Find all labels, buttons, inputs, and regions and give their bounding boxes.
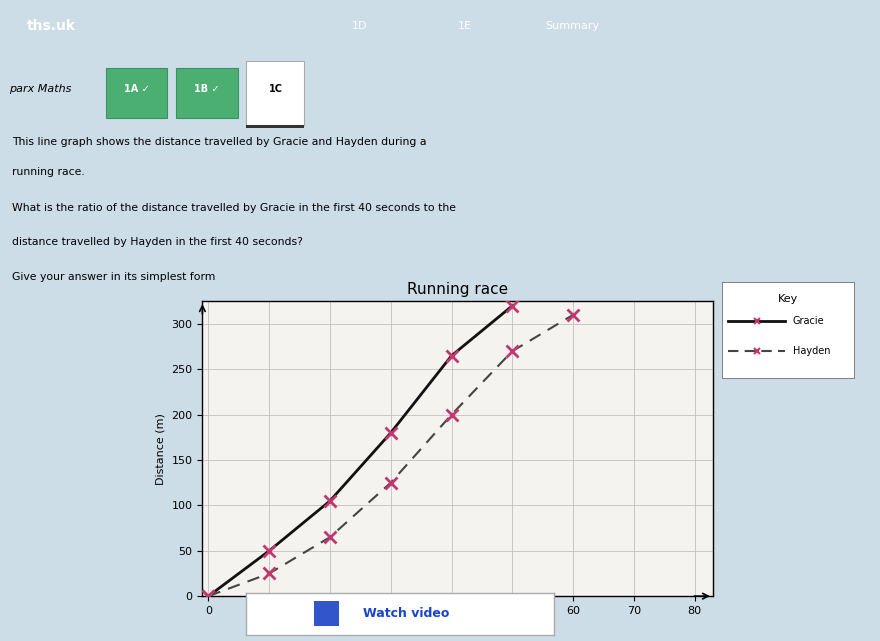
Bar: [246, 62, 304, 124]
Text: distance travelled by Hayden in the first 40 seconds?: distance travelled by Hayden in the firs…: [12, 237, 304, 247]
Text: ths.uk: ths.uk: [26, 19, 76, 33]
X-axis label: Time (seconds): Time (seconds): [415, 621, 500, 631]
Text: Gracie: Gracie: [793, 315, 825, 326]
Bar: [176, 68, 238, 117]
Bar: [314, 601, 339, 626]
Text: Summary: Summary: [546, 21, 600, 31]
Y-axis label: Distance (m): Distance (m): [156, 413, 166, 485]
Text: 1B ✓: 1B ✓: [194, 85, 220, 94]
Text: Hayden: Hayden: [793, 346, 831, 356]
Text: 1C: 1C: [268, 85, 282, 94]
Bar: [106, 68, 167, 117]
Text: parx Maths: parx Maths: [9, 85, 71, 94]
Text: 1E: 1E: [458, 21, 472, 31]
Text: This line graph shows the distance travelled by Gracie and Hayden during a: This line graph shows the distance trave…: [12, 137, 427, 147]
Text: 1D: 1D: [352, 21, 368, 31]
Text: Watch video: Watch video: [363, 607, 450, 620]
Title: Running race: Running race: [407, 282, 508, 297]
Text: 1A ✓: 1A ✓: [123, 85, 150, 94]
Text: Give your answer in its simplest form: Give your answer in its simplest form: [12, 272, 216, 281]
Text: What is the ratio of the distance travelled by Gracie in the first 40 seconds to: What is the ratio of the distance travel…: [12, 203, 457, 213]
Bar: [246, 124, 304, 128]
Text: running race.: running race.: [12, 167, 85, 176]
Text: Key: Key: [777, 294, 798, 304]
